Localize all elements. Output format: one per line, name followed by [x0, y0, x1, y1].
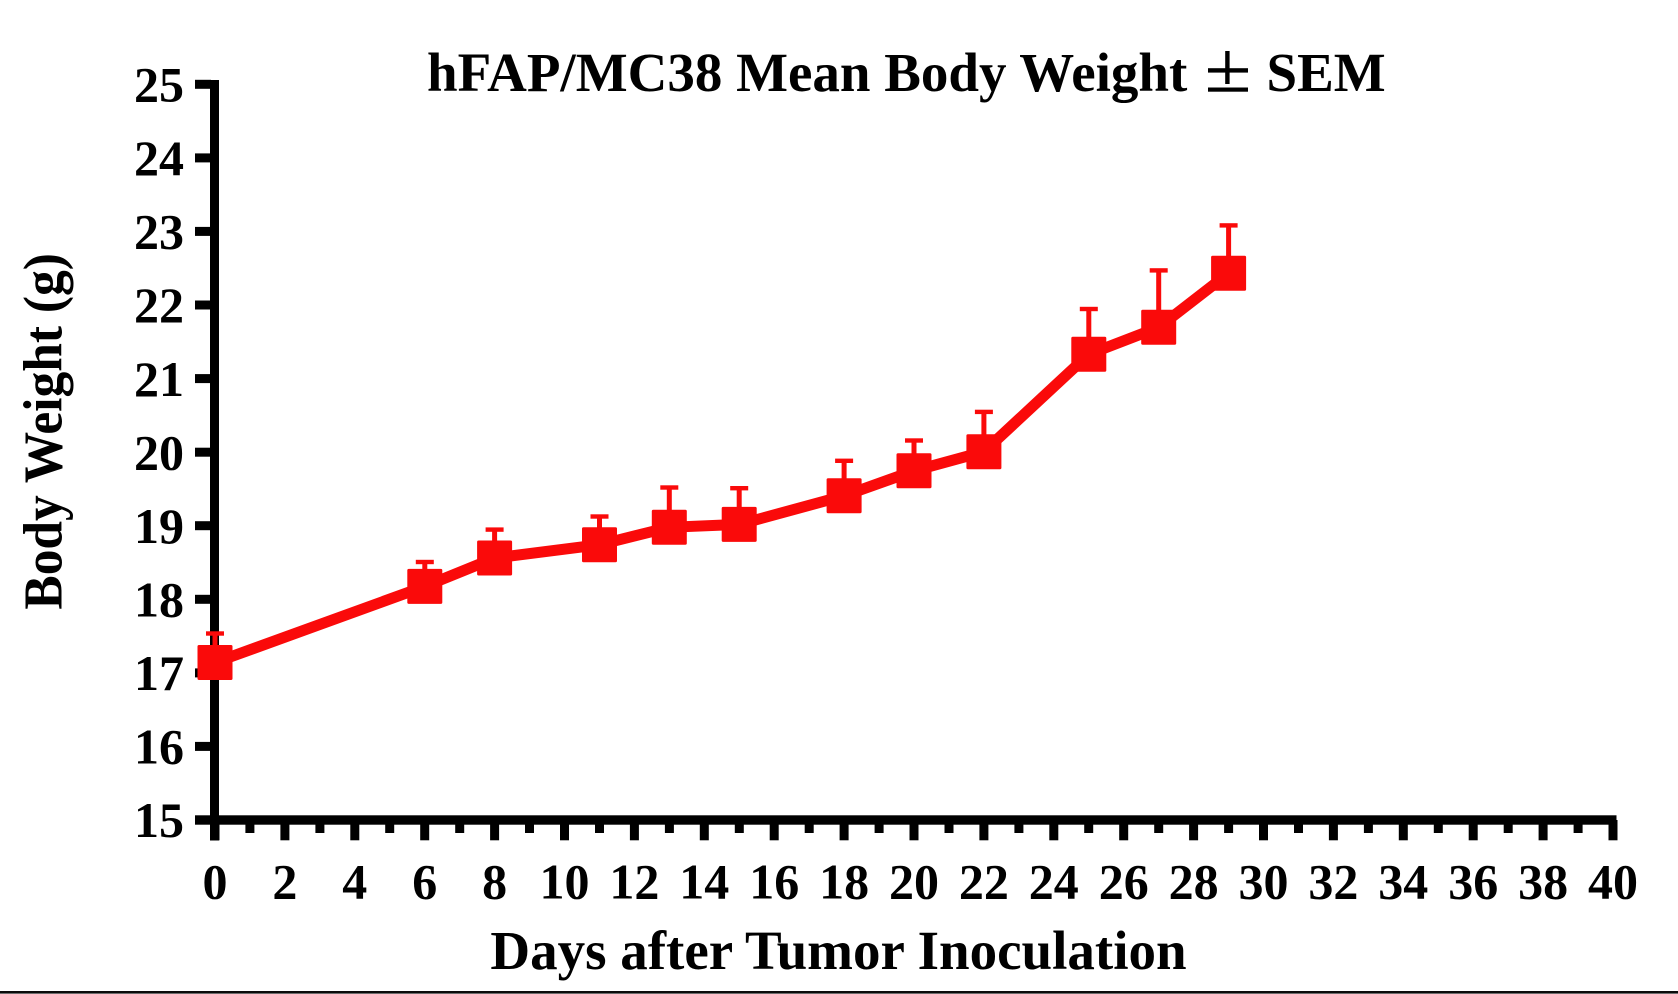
svg-text:0: 0: [203, 854, 228, 910]
svg-text:40: 40: [1588, 854, 1638, 910]
svg-text:20: 20: [134, 424, 184, 480]
svg-text:28: 28: [1169, 854, 1219, 910]
svg-text:36: 36: [1448, 854, 1498, 910]
svg-text:Body Weight (g): Body Weight (g): [13, 253, 74, 609]
svg-text:25: 25: [134, 57, 184, 113]
svg-text:23: 23: [134, 204, 184, 260]
svg-text:8: 8: [482, 854, 507, 910]
svg-text:21: 21: [134, 351, 184, 407]
svg-text:12: 12: [609, 854, 659, 910]
svg-text:38: 38: [1518, 854, 1568, 910]
svg-text:32: 32: [1308, 854, 1358, 910]
svg-text:14: 14: [679, 854, 729, 910]
svg-text:22: 22: [959, 854, 1009, 910]
svg-text:26: 26: [1099, 854, 1149, 910]
svg-text:16: 16: [134, 719, 184, 775]
svg-text:30: 30: [1239, 854, 1289, 910]
svg-text:24: 24: [134, 130, 184, 186]
svg-text:15: 15: [134, 792, 184, 848]
svg-text:18: 18: [134, 572, 184, 628]
svg-text:20: 20: [889, 854, 939, 910]
svg-text:17: 17: [134, 645, 184, 701]
svg-text:2: 2: [272, 854, 297, 910]
svg-text:Days after Tumor Inoculation: Days after Tumor Inoculation: [490, 920, 1186, 981]
svg-text:10: 10: [540, 854, 590, 910]
svg-text:4: 4: [342, 854, 367, 910]
svg-text:34: 34: [1378, 854, 1428, 910]
svg-text:hFAP/MC38 Mean Body Weight: hFAP/MC38 Mean Body Weight: [427, 42, 1188, 103]
svg-text:SEM: SEM: [1267, 42, 1386, 103]
svg-text:6: 6: [412, 854, 437, 910]
svg-text:16: 16: [749, 854, 799, 910]
svg-text:24: 24: [1029, 854, 1079, 910]
svg-text:22: 22: [134, 277, 184, 333]
svg-text:19: 19: [134, 498, 184, 554]
svg-text:18: 18: [819, 854, 869, 910]
